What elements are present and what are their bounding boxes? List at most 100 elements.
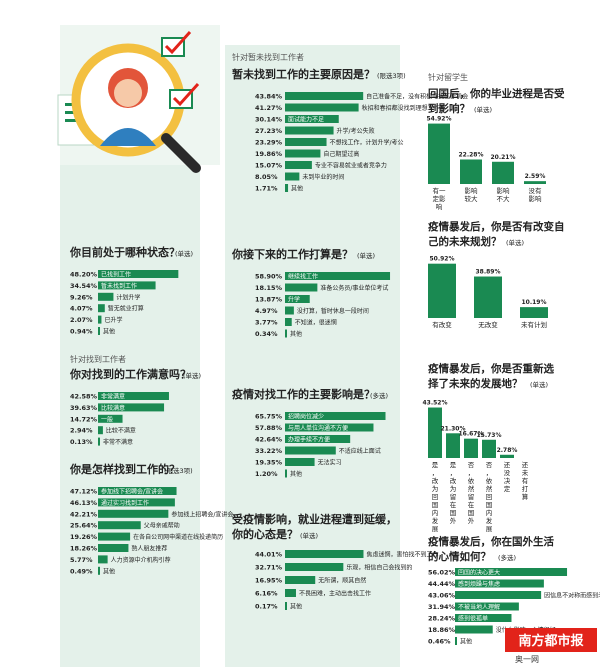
q1-title: 你目前处于哪种状态？ bbox=[69, 245, 180, 259]
q3-value-label: 46.13% bbox=[70, 499, 98, 507]
q10-value-label: 21.30% bbox=[441, 425, 466, 432]
q7-category-label: 乐观，相信自己会找到的 bbox=[346, 564, 412, 572]
q11-value-label: 43.06% bbox=[428, 592, 456, 600]
q3-bar bbox=[98, 532, 131, 541]
q3-category-label: 人力资源中介机构引荐 bbox=[111, 556, 171, 564]
q10-category-label: 发 bbox=[486, 516, 493, 525]
q8-category-label: 没有 bbox=[529, 186, 543, 195]
q10-category-label: 外 bbox=[468, 516, 475, 525]
avatar-face bbox=[114, 79, 142, 107]
q10-category-label: 否 bbox=[486, 461, 493, 469]
q2-bar bbox=[98, 392, 169, 400]
q5-category-label: 准备公务员/事业单位考试 bbox=[320, 284, 388, 292]
q11-category-label: 不被当地人理解 bbox=[458, 603, 500, 611]
q5-bar bbox=[285, 295, 310, 303]
q5-value-label: 4.97% bbox=[255, 307, 278, 315]
q9-value-label: 50.92% bbox=[430, 256, 455, 263]
q10-bar bbox=[464, 438, 478, 458]
q10-category-label: 内 bbox=[486, 508, 493, 517]
q6-bar bbox=[285, 469, 287, 478]
q1-bar bbox=[98, 315, 102, 324]
q6-bar bbox=[285, 423, 374, 432]
q10-category-label: 没 bbox=[504, 468, 511, 477]
badge-subtext: 奥一网 bbox=[515, 654, 539, 664]
q1-category-label: 暂未找到工作 bbox=[101, 282, 137, 290]
q3-category-label: 熟人朋友推荐 bbox=[131, 545, 167, 553]
q1-value-label: 48.20% bbox=[70, 271, 98, 279]
q10-category-label: 有 bbox=[522, 476, 529, 485]
q8-value-label: 22.28% bbox=[459, 151, 484, 158]
q10-category-label: 国 bbox=[468, 509, 475, 517]
q6-bar bbox=[285, 412, 386, 420]
q10-category-label: 内 bbox=[432, 508, 439, 517]
q10-category-label: 未 bbox=[522, 468, 529, 477]
q8-category-label: 有一 bbox=[433, 186, 447, 195]
q7-category-label: 不畏困难，主动出击找工作 bbox=[299, 590, 371, 598]
q1-bar bbox=[98, 327, 100, 335]
q10-category-label: 回 bbox=[432, 493, 439, 501]
q8-category-label: 影响 bbox=[497, 186, 511, 195]
q6-bar bbox=[285, 446, 336, 455]
q1-bar bbox=[98, 281, 156, 290]
q10-category-label: 是 bbox=[432, 461, 439, 469]
q4-bar bbox=[285, 115, 339, 123]
q10-category-label: ， bbox=[450, 469, 457, 477]
q3-bar bbox=[98, 509, 169, 518]
q5-value-label: 58.90% bbox=[255, 273, 283, 281]
q3-bar bbox=[98, 521, 141, 530]
q3-category-label: 其他 bbox=[103, 567, 115, 575]
q10-bar bbox=[482, 439, 496, 458]
q11-title-line1: 疫情暴发后，你在国外生活 bbox=[428, 535, 554, 548]
q8-bar bbox=[460, 159, 482, 184]
q10-category-label: 在 bbox=[468, 500, 475, 509]
q6-value-label: 19.35% bbox=[255, 459, 283, 467]
q10-category-label: 留 bbox=[450, 492, 457, 501]
q10-category-label: ， bbox=[468, 469, 475, 477]
q4-bar bbox=[285, 103, 359, 112]
q10-category-label: 打 bbox=[522, 484, 529, 493]
q3-value-label: 47.12% bbox=[70, 488, 98, 496]
q3-bar bbox=[98, 544, 129, 552]
q1-value-label: 2.07% bbox=[70, 316, 93, 324]
q10-category-label: 为 bbox=[432, 484, 439, 493]
q9-note: (单选) bbox=[506, 238, 524, 247]
q6-note: (多选) bbox=[370, 391, 388, 400]
q5-category-label: 不知道，很迷惘 bbox=[295, 319, 337, 327]
q3-title: 你是怎样找到工作的？ bbox=[69, 462, 180, 476]
q10-category-label: 决 bbox=[504, 476, 511, 485]
q3-bar bbox=[98, 555, 108, 564]
q5-category-label: 继续找工作 bbox=[288, 273, 318, 281]
q7-value-label: 44.01% bbox=[255, 551, 283, 559]
q5-note: (单选) bbox=[357, 251, 375, 260]
q1-bar bbox=[98, 304, 105, 313]
q2-bar bbox=[98, 426, 103, 435]
q4-bar bbox=[285, 184, 289, 192]
checkbox-icon bbox=[169, 89, 193, 109]
q1-category-label: 已升学 bbox=[104, 316, 122, 324]
q1-category-label: 其他 bbox=[103, 328, 115, 336]
q3-value-label: 0.49% bbox=[70, 567, 93, 575]
q7-value-label: 6.16% bbox=[255, 590, 278, 598]
q1-value-label: 4.07% bbox=[70, 305, 93, 313]
q11-value-label: 18.86% bbox=[428, 626, 456, 634]
q4-value-label: 41.27% bbox=[255, 104, 283, 112]
q5-bar bbox=[285, 272, 391, 280]
q2-category-label: 非常满意 bbox=[101, 393, 125, 401]
middle-group-label: 针对暂未找到工作者 bbox=[232, 52, 304, 62]
q5-title: 你接下来的工作打算是？ bbox=[231, 247, 353, 261]
q9-category-label: 未有计划 bbox=[521, 320, 547, 329]
q4-category-label: 升学/考公失败 bbox=[337, 127, 375, 135]
q10-category-label: 定 bbox=[504, 484, 511, 493]
q10-value-label: 15.73% bbox=[477, 432, 502, 439]
q2-value-label: 14.72% bbox=[70, 415, 98, 423]
q5-bar bbox=[285, 318, 292, 326]
q8-category-label: 影响 bbox=[529, 194, 543, 203]
q10-category-label: 外 bbox=[450, 516, 457, 525]
q11-bar bbox=[455, 637, 457, 645]
q4-category-label: 秋招和春招都没找到理想工作 bbox=[362, 104, 440, 112]
q2-bar bbox=[98, 403, 165, 412]
q11-value-label: 28.24% bbox=[428, 615, 456, 623]
q10-category-label: 还 bbox=[504, 461, 511, 469]
q10-category-label: 是 bbox=[450, 461, 457, 469]
q6-value-label: 65.75% bbox=[255, 413, 283, 421]
